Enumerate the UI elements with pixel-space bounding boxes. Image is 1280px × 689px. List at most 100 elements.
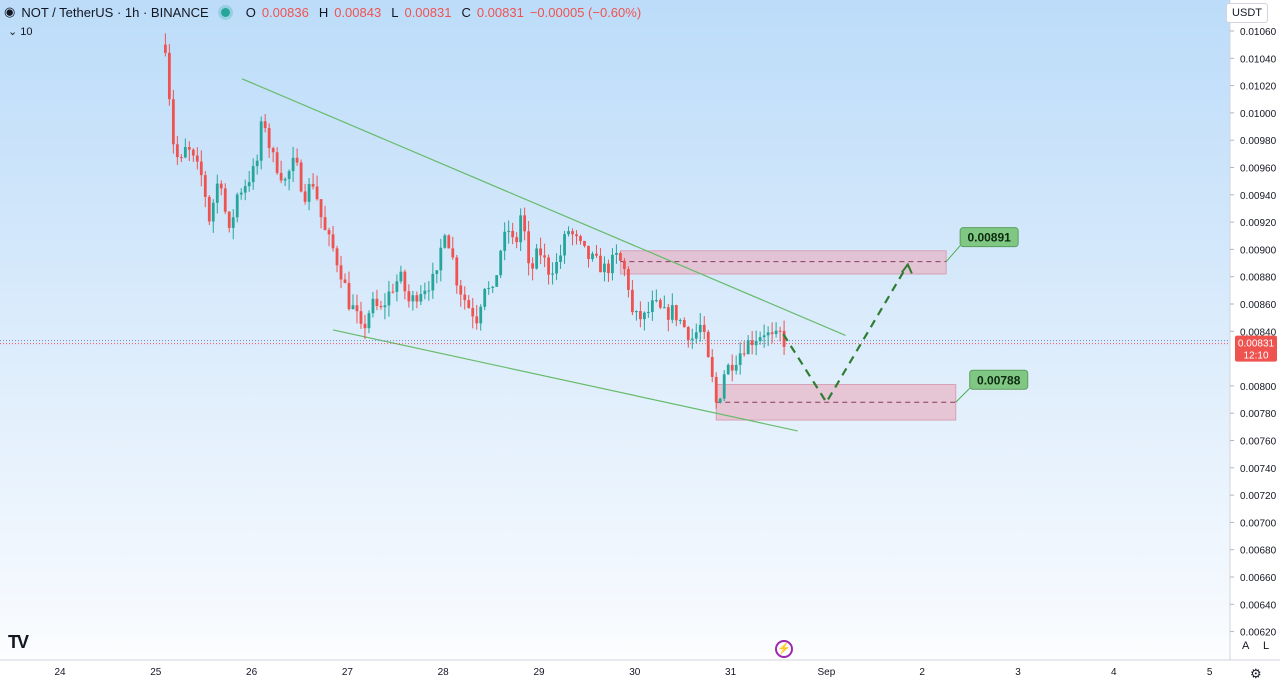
candle-body-99 (559, 255, 562, 262)
candle-body-3 (175, 144, 179, 158)
high-label: H (318, 4, 329, 20)
y-tick-15: 0.00740 (1240, 464, 1277, 475)
x-tick-4: 28 (438, 667, 450, 678)
candle-body-61 (407, 291, 411, 302)
candle-body-91 (527, 231, 531, 264)
price-zones (619, 250, 957, 421)
currency-button[interactable]: USDT (1226, 3, 1268, 23)
candle-body-142 (730, 364, 734, 371)
candle-body-6 (187, 147, 191, 150)
symbol-icon[interactable]: ◉ (4, 4, 16, 19)
y-tick-19: 0.00660 (1240, 573, 1277, 584)
candle-body-153 (774, 330, 778, 335)
candle-body-88 (515, 237, 519, 243)
candle-body-17 (231, 217, 235, 228)
x-tick-10: 3 (1015, 667, 1021, 678)
candle-body-122 (650, 300, 654, 312)
y-tick-1: 0.01040 (1240, 54, 1277, 65)
open-value: 0.00836 (261, 4, 309, 20)
candle-body-120 (642, 312, 646, 320)
candle-body-78 (475, 316, 479, 324)
close-label: C (461, 4, 471, 20)
candle-body-10 (203, 175, 207, 197)
candle-body-31 (287, 171, 291, 179)
low-label: L (391, 4, 399, 20)
candle-body-35 (303, 191, 307, 202)
candle-body-97 (551, 273, 554, 275)
candle-body-55 (383, 305, 387, 308)
candle-body-22 (251, 166, 255, 183)
candle-body-37 (311, 184, 315, 187)
y-tick-11: 0.00840 (1240, 327, 1277, 338)
candle-body-100 (563, 234, 566, 256)
candle-body-127 (670, 305, 674, 320)
candle-body-8 (195, 155, 199, 162)
candle-body-13 (215, 183, 219, 203)
candle-body-82 (491, 286, 495, 288)
candle-body-39 (319, 199, 323, 218)
symbol-title[interactable]: NOT / TetherUS · 1h · BINANCE (21, 4, 209, 20)
legend: ◉ NOT / TetherUS · 1h · BINANCE O 0.00836… (4, 4, 641, 20)
log-scale-button[interactable]: L (1263, 640, 1270, 652)
candle-body-154 (778, 330, 782, 332)
candle-body-136 (706, 331, 710, 358)
candle-body-5 (183, 147, 187, 158)
candle-body-149 (758, 337, 762, 342)
y-tick-18: 0.00680 (1240, 546, 1277, 557)
candle-body-113 (615, 253, 618, 255)
candle-body-30 (283, 178, 287, 181)
trendlines (0, 78, 1230, 432)
projection-line (782, 263, 909, 405)
candle-body-2 (171, 99, 175, 145)
zone-label-pointer-1 (955, 387, 971, 403)
candle-body-110 (603, 263, 606, 273)
candle-body-116 (627, 269, 630, 290)
candle-body-138 (714, 376, 718, 403)
candle-body-60 (403, 271, 407, 292)
candle-body-44 (339, 265, 343, 280)
candle-body-148 (754, 341, 758, 346)
candle-body-4 (179, 157, 183, 159)
high-value: 0.00843 (334, 4, 382, 20)
x-tick-6: 30 (629, 667, 641, 678)
candle-body-62 (411, 295, 415, 302)
candle-body-102 (571, 231, 574, 235)
y-tick-2: 0.01020 (1240, 82, 1277, 93)
candle-body-77 (471, 307, 475, 317)
current-price-countdown: 12:10 (1243, 351, 1268, 362)
candle-body-74 (459, 285, 463, 295)
gear-icon[interactable]: ⚙ (1250, 666, 1262, 681)
candle-body-128 (674, 305, 678, 321)
candle-body-11 (207, 196, 211, 222)
candle-body-114 (619, 253, 622, 261)
candle-body-46 (347, 282, 351, 310)
candle-body-135 (702, 324, 706, 332)
tradingview-logo-icon[interactable]: TV (8, 632, 29, 652)
candle-body-70 (443, 235, 447, 248)
candle-body-101 (567, 231, 570, 235)
time-axis-bg (0, 660, 1280, 689)
candle-body-152 (770, 332, 774, 335)
candle-body-24 (259, 121, 263, 161)
trendline-0 (241, 78, 846, 336)
candle-body-21 (247, 182, 251, 187)
candle-body-27 (271, 148, 275, 153)
candle-body-58 (395, 281, 399, 292)
candle-body-126 (666, 307, 670, 320)
candle-body-109 (599, 255, 602, 273)
volume-toggle[interactable]: ⌄ 10 (8, 25, 33, 38)
auto-scale-button[interactable]: A (1242, 640, 1250, 652)
current-price-tag (1235, 335, 1277, 362)
y-tick-7: 0.00920 (1240, 218, 1277, 229)
candle-body-38 (315, 186, 319, 200)
y-tick-20: 0.00640 (1240, 600, 1277, 611)
zone-label-pointer-0 (945, 245, 961, 263)
candle-body-92 (531, 263, 535, 269)
trendline-1 (332, 329, 798, 432)
candle-body-130 (682, 320, 686, 328)
candle-body-90 (523, 215, 527, 232)
candle-body-45 (343, 279, 347, 283)
bolt-icon[interactable]: ⚡ (775, 640, 793, 658)
x-tick-8: Sep (818, 667, 836, 678)
